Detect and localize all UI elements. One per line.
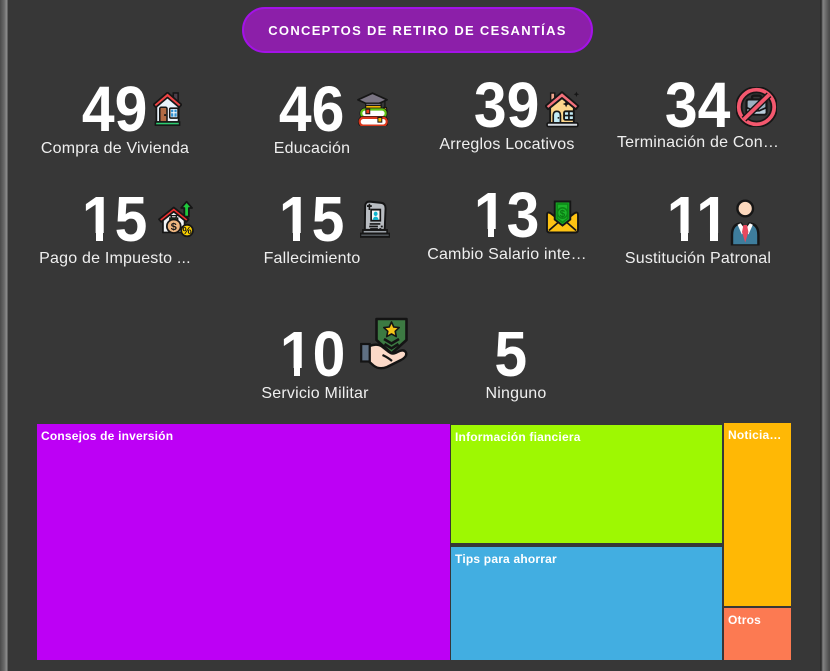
svg-text:$: $ — [560, 209, 566, 220]
svg-text:$: $ — [171, 221, 177, 233]
svg-text:%: % — [182, 226, 191, 237]
